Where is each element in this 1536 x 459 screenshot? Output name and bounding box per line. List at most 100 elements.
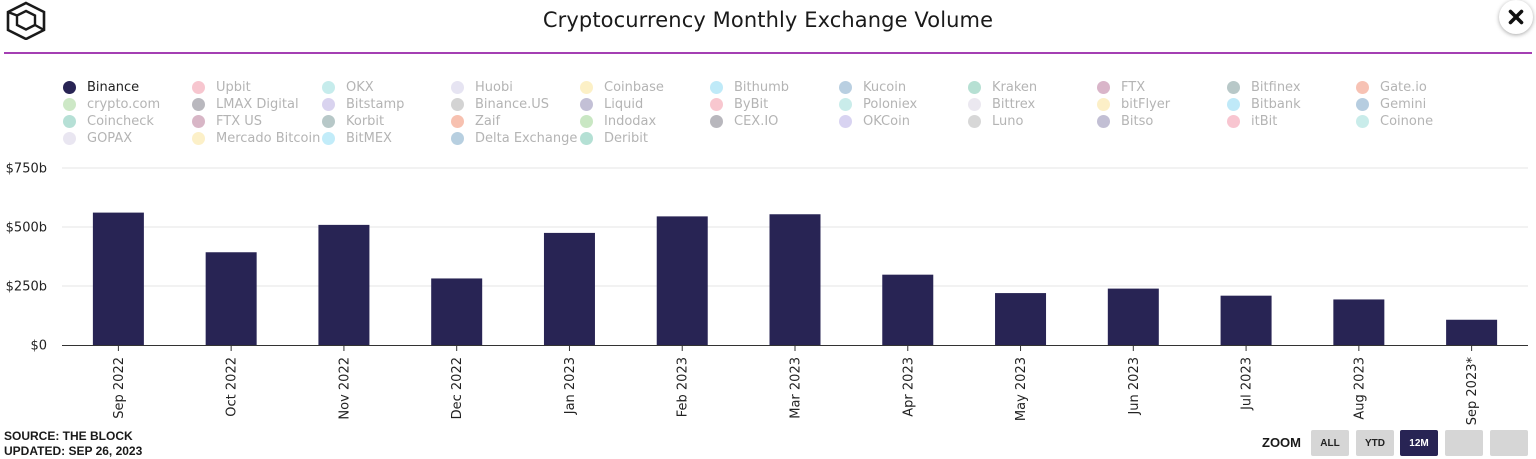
y-tick-label: $500b [6,221,47,236]
legend-item[interactable]: Bithumb [710,79,789,96]
x-tick-label: Jun 2023 [1127,357,1142,416]
legend-item[interactable]: Bittrex [968,96,1035,113]
bar [769,214,821,345]
x-tick-label: Aug 2023 [1352,357,1367,420]
bar [995,293,1047,345]
legend-item[interactable]: Coinone [1356,113,1433,130]
legend-label: FTX [1121,80,1146,95]
legend-item[interactable]: OKCoin [839,113,910,130]
legend-label: Coinbase [604,80,664,95]
legend-item[interactable]: Indodax [580,113,656,130]
legend-item[interactable]: Gemini [1356,96,1426,113]
legend-swatch-icon [968,98,981,111]
zoom-button[interactable]: YTD [1356,430,1394,456]
legend-label: Coinone [1380,114,1434,129]
legend-label: CEX.IO [734,114,779,129]
legend-label: Upbit [216,80,251,95]
legend-item[interactable]: Coinbase [580,79,664,96]
legend-item[interactable]: Binance [63,79,139,96]
legend-swatch-icon [580,81,593,94]
legend-label: Binance [87,80,140,95]
zoom-button[interactable] [1445,430,1483,456]
legend-item[interactable]: FTX US [192,113,262,130]
source-text: SOURCE: THE BLOCK [4,429,133,443]
legend-swatch-icon [322,98,335,111]
legend-item[interactable]: Mercado Bitcoin [192,130,320,147]
legend-label: Liquid [604,97,644,112]
legend-item[interactable]: Delta Exchange [451,130,577,147]
legend-item[interactable]: Binance.US [451,96,549,113]
y-tick-label: $0 [30,339,47,354]
legend-swatch-icon [580,98,593,111]
x-tick-label: Oct 2022 [225,357,240,417]
x-tick-label: Nov 2022 [337,357,352,420]
legend-item[interactable]: Bitfinex [1227,79,1301,96]
legend-swatch-icon [968,81,981,94]
legend-item[interactable]: CEX.IO [710,113,778,130]
legend-item[interactable]: Gate.io [1356,79,1427,96]
legend-item[interactable]: FTX [1097,79,1145,96]
legend-item[interactable]: Poloniex [839,96,917,113]
legend-label: Mercado Bitcoin [216,131,321,146]
legend-swatch-icon [451,81,464,94]
legend-label: Bitso [1121,114,1154,129]
legend-item[interactable]: Korbit [322,113,384,130]
legend-item[interactable]: Deribit [580,130,648,147]
legend-swatch-icon [322,115,335,128]
legend-label: Kraken [992,80,1038,95]
y-tick-label: $750b [6,162,47,177]
legend-label: OKX [346,80,374,95]
bar [1333,299,1385,345]
close-button[interactable] [1499,0,1533,34]
legend-label: Poloniex [863,97,918,112]
zoom-button[interactable]: 12M [1400,430,1438,456]
legend-item[interactable]: Coincheck [63,113,154,130]
legend-item[interactable]: Zaif [451,113,500,130]
legend-item[interactable]: bitFlyer [1097,96,1170,113]
legend-item[interactable]: crypto.com [63,96,160,113]
legend-label: ByBit [734,97,769,112]
legend-item[interactable]: Liquid [580,96,643,113]
legend-item[interactable]: itBit [1227,113,1277,130]
legend-label: Korbit [346,114,385,129]
zoom-button[interactable]: ALL [1311,430,1349,456]
x-tick-label: Sep 2023* [1465,357,1480,425]
legend-label: Deribit [604,131,648,146]
legend-swatch-icon [710,98,723,111]
legend-label: Indodax [604,114,657,129]
legend-item[interactable]: Kraken [968,79,1037,96]
legend-item[interactable]: LMAX Digital [192,96,299,113]
legend-swatch-icon [1356,81,1369,94]
legend-swatch-icon [1227,81,1240,94]
legend-swatch-icon [1356,98,1369,111]
bar [205,252,257,345]
legend-item[interactable]: GOPAX [63,130,132,147]
legend-item[interactable]: BitMEX [322,130,392,147]
x-tick-label: Jan 2023 [563,357,578,415]
bar [1220,295,1272,345]
legend-swatch-icon [710,81,723,94]
x-tick-label: Feb 2023 [676,357,691,417]
legend-item[interactable]: Bitbank [1227,96,1301,113]
legend-item[interactable]: Luno [968,113,1023,130]
legend-item[interactable]: Kucoin [839,79,906,96]
legend-label: itBit [1251,114,1278,129]
legend-label: LMAX Digital [216,97,299,112]
legend-item[interactable]: ByBit [710,96,768,113]
legend-swatch-icon [192,81,205,94]
source-note: SOURCE: THE BLOCK UPDATED: SEP 26, 2023 [4,429,142,459]
bar [1107,288,1159,345]
legend-item[interactable]: Upbit [192,79,251,96]
zoom-button[interactable] [1490,430,1528,456]
legend-label: Gemini [1380,97,1427,112]
the-block-logo-icon[interactable] [4,0,48,41]
bar [656,216,708,345]
legend-item[interactable]: Bitso [1097,113,1153,130]
legend-swatch-icon [1227,98,1240,111]
legend-item[interactable]: Bitstamp [322,96,404,113]
legend-item[interactable]: Huobi [451,79,513,96]
legend-swatch-icon [1097,115,1110,128]
x-tick-label: May 2023 [1014,357,1029,421]
legend-item[interactable]: OKX [322,79,374,96]
legend-label: Bitstamp [346,97,405,112]
